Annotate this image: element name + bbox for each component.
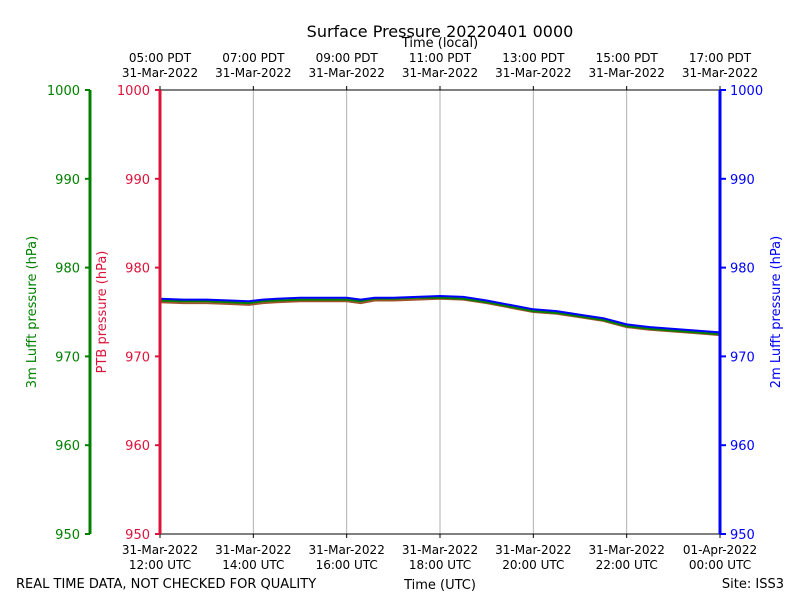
left-inner-tick-label: 960: [125, 439, 150, 454]
bottom-tick-label-date: 31-Mar-2022: [215, 543, 291, 557]
bottom-tick-label-time: 20:00 UTC: [502, 558, 564, 572]
left-outer-tick-label: 980: [55, 262, 80, 277]
series-lines: [159, 295, 721, 337]
left-inner-tick-label: 970: [125, 350, 150, 365]
bottom-tick-label-date: 31-Mar-2022: [588, 543, 664, 557]
top-tick-label-date: 31-Mar-2022: [122, 66, 198, 80]
top-tick-label-date: 31-Mar-2022: [215, 66, 291, 80]
quality-note: REAL TIME DATA, NOT CHECKED FOR QUALITY: [16, 577, 316, 592]
left-outer-tick-label: 990: [55, 173, 80, 188]
top-tick-label-time: 11:00 PDT: [409, 51, 472, 65]
top-tick-label-date: 31-Mar-2022: [682, 66, 758, 80]
bottom-tick-label-time: 00:00 UTC: [689, 558, 751, 572]
bottom-tick-label-date: 31-Mar-2022: [495, 543, 571, 557]
top-tick-label-time: 13:00 PDT: [502, 51, 565, 65]
left-inner-tick-label: 990: [125, 173, 150, 188]
top-tick-label-date: 31-Mar-2022: [402, 66, 478, 80]
right-axis-label: 2m Lufft pressure (hPa): [769, 236, 784, 388]
series-line-2m-lufft-pressure: [159, 295, 721, 334]
bottom-tick-label-date: 01-Apr-2022: [683, 543, 757, 557]
top-tick-label-time: 05:00 PDT: [129, 51, 192, 65]
right-tick-label: 970: [730, 350, 755, 365]
bottom-tick-label-time: 12:00 UTC: [129, 558, 191, 572]
left-inner-tick-label: 950: [125, 528, 150, 543]
right-tick-label: 990: [730, 173, 755, 188]
left-inner-tick-label: 980: [125, 262, 150, 277]
left-outer-axis-label: 3m Lufft pressure (hPa): [25, 236, 40, 388]
right-tick-label: 950: [730, 528, 755, 543]
left-outer-tick-label: 960: [55, 439, 80, 454]
left-outer-tick-label: 950: [55, 528, 80, 543]
top-tick-label-time: 09:00 PDT: [316, 51, 379, 65]
top-tick-label-date: 31-Mar-2022: [308, 66, 384, 80]
bottom-tick-label-time: 16:00 UTC: [316, 558, 378, 572]
right-tick-label: 1000: [730, 84, 763, 99]
left-inner-tick-label: 1000: [117, 84, 150, 99]
left-inner-axis-label: PTB pressure (hPa): [95, 251, 110, 374]
bottom-tick-label-time: 22:00 UTC: [596, 558, 658, 572]
left-outer-tick-label: 1000: [47, 84, 80, 99]
top-tick-label-date: 31-Mar-2022: [495, 66, 571, 80]
top-axis-label: Time (local): [401, 36, 478, 51]
right-tick-label: 960: [730, 439, 755, 454]
bottom-tick-label-date: 31-Mar-2022: [308, 543, 384, 557]
left-outer-tick-label: 970: [55, 350, 80, 365]
bottom-tick-label-time: 14:00 UTC: [222, 558, 284, 572]
top-tick-label-time: 07:00 PDT: [222, 51, 285, 65]
site-label: Site: ISS3: [722, 577, 784, 592]
top-tick-label-time: 15:00 PDT: [596, 51, 659, 65]
bottom-tick-label-time: 18:00 UTC: [409, 558, 471, 572]
chart-title: Surface Pressure 20220401 0000: [307, 22, 574, 41]
top-tick-label-date: 31-Mar-2022: [588, 66, 664, 80]
right-tick-label: 980: [730, 262, 755, 277]
bottom-tick-label-date: 31-Mar-2022: [122, 543, 198, 557]
grid: [252, 90, 628, 534]
bottom-axis-label: Time (UTC): [403, 578, 476, 593]
bottom-tick-label-date: 31-Mar-2022: [402, 543, 478, 557]
top-tick-label-time: 17:00 PDT: [689, 51, 752, 65]
